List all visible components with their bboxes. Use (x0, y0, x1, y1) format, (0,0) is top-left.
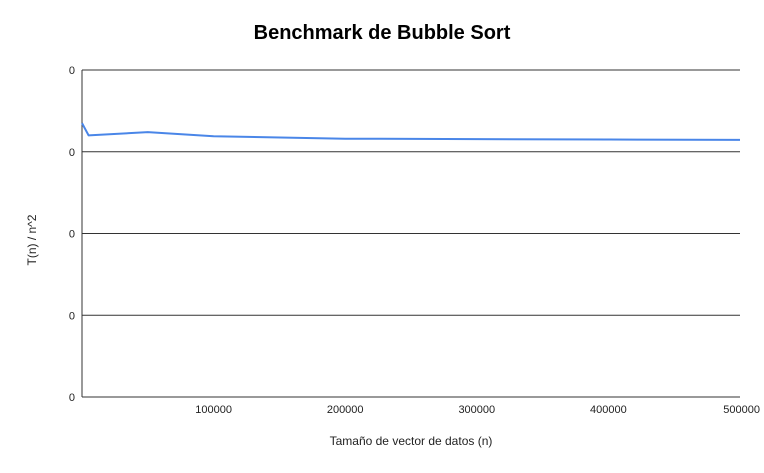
x-axis-title: Tamaño de vector de datos (n) (330, 434, 493, 448)
y-tick-label: 0 (69, 65, 75, 77)
chart-title: Benchmark de Bubble Sort (253, 22, 511, 44)
x-tick-labels: 100000 200000 300000 400000 500000 (195, 404, 760, 416)
y-tick-label: 0 (69, 147, 75, 159)
x-tick-label: 500000 (723, 404, 760, 416)
x-tick-label: 200000 (327, 404, 364, 416)
x-tick-label: 300000 (458, 404, 495, 416)
y-axis-title: T(n) / n^2 (25, 214, 39, 265)
y-tick-labels: 0 0 0 0 0 (69, 65, 75, 404)
grid (82, 69, 740, 316)
series-layer (81, 122, 741, 141)
x-tick-label: 400000 (590, 404, 627, 416)
y-tick-label: 0 (69, 310, 75, 322)
x-tick-label: 100000 (195, 404, 232, 416)
series-line-0 (81, 122, 741, 141)
y-tick-label: 0 (69, 392, 75, 404)
y-tick-label: 0 (69, 229, 75, 241)
